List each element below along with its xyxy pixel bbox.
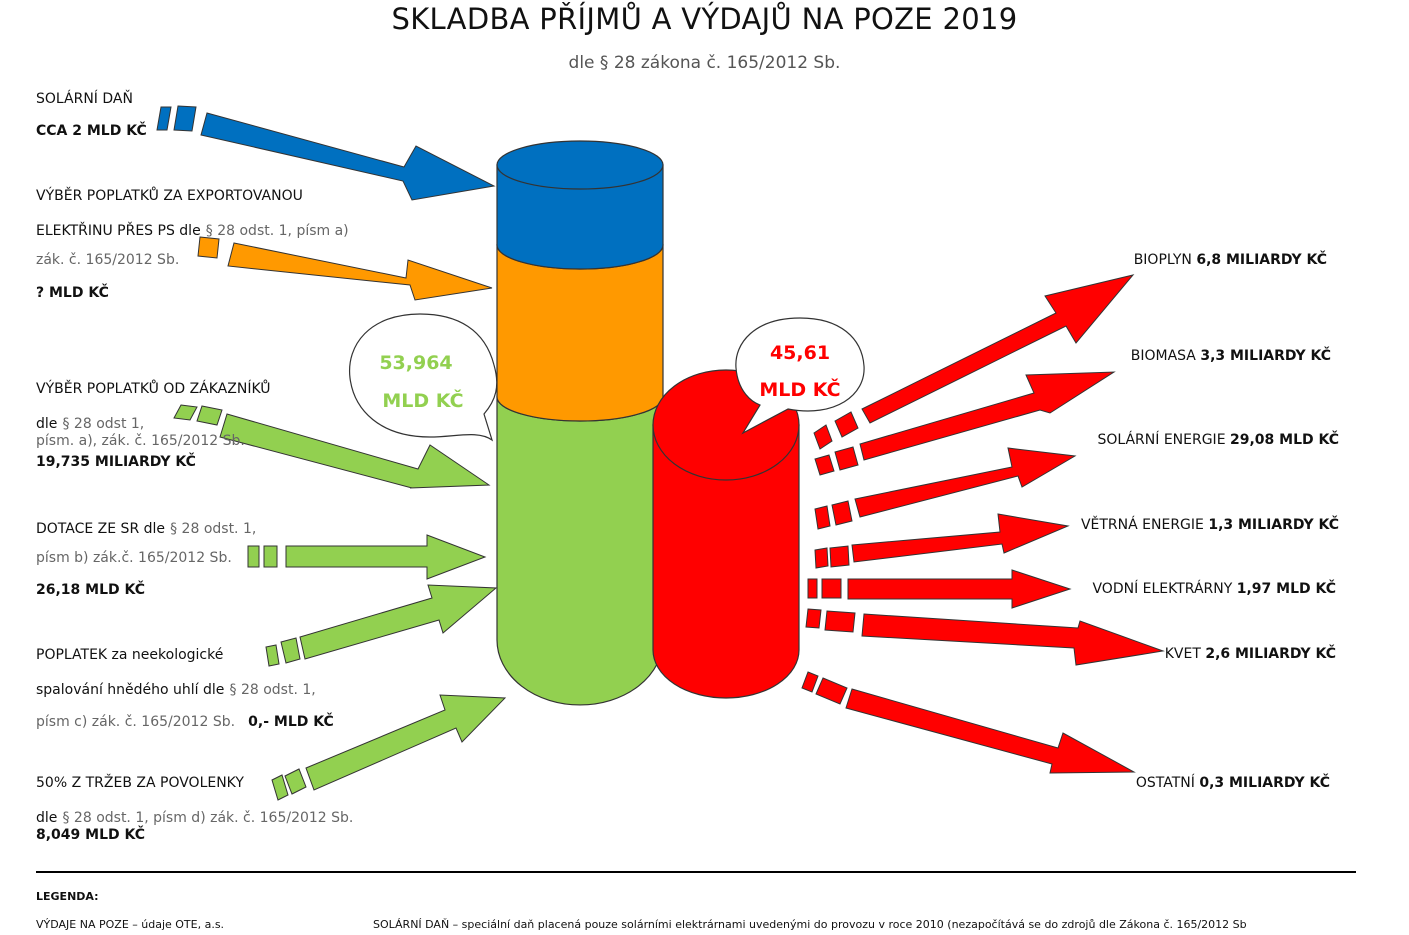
expense-label-bioplyn: BIOPLYN 6,8 MILIARDY KČ bbox=[1134, 252, 1327, 268]
export-amount: ? MLD KČ bbox=[36, 285, 109, 301]
customers-amount: 19,735 MILIARDY KČ bbox=[36, 454, 196, 470]
allowances-dle: dle bbox=[36, 810, 58, 826]
income-arrow-export bbox=[197, 236, 493, 301]
expense-amount: 6,8 MILIARDY KČ bbox=[1196, 252, 1327, 268]
coal-label-line1: POPLATEK za neekologické bbox=[36, 647, 224, 663]
expense-amount: 29,08 MLD KČ bbox=[1230, 432, 1339, 448]
expense-label-hydro: VODNÍ ELEKTRÁRNY 1,97 MLD KČ bbox=[1092, 581, 1336, 597]
expense-amount: 2,6 MILIARDY KČ bbox=[1205, 646, 1336, 662]
legend-item-expenses: VÝDAJE NA POZE – údaje OTE, a.s. bbox=[36, 918, 225, 931]
customers-label-line2: dle § 28 odst 1, bbox=[36, 413, 144, 432]
expense-name: OSTATNÍ bbox=[1135, 775, 1195, 791]
expense-amount: 0,3 MILIARDY KČ bbox=[1199, 775, 1330, 791]
expense-amount: 1,3 MILIARDY KČ bbox=[1208, 517, 1339, 533]
customers-ref: § 28 odst 1, bbox=[62, 416, 145, 432]
legend-heading: LEGENDA: bbox=[36, 890, 99, 903]
allowances-label-line1: 50% Z TRŽEB ZA POVOLENKY bbox=[36, 775, 244, 791]
expense-arrow-other bbox=[801, 671, 1136, 774]
expense-name: SOLÁRNÍ ENERGIE bbox=[1097, 432, 1226, 448]
expense-arrow-kvet bbox=[805, 608, 1165, 666]
expense-label-other: OSTATNÍ 0,3 MILIARDY KČ bbox=[1136, 775, 1330, 791]
subsidy-label-text: DOTACE ZE SR dle bbox=[36, 521, 166, 537]
expense-amount: 3,3 MILIARDY KČ bbox=[1200, 348, 1331, 364]
expense-arrow-wind bbox=[814, 513, 1070, 569]
coal-label-line3: písm c) zák. č. 165/2012 Sb. 0,- MLD KČ bbox=[36, 711, 334, 730]
coal-ref: § 28 odst. 1, bbox=[229, 682, 316, 698]
allowances-label-line2: dle § 28 odst. 1, písm d) zák. č. 165/20… bbox=[36, 807, 353, 826]
income-arrow-coal bbox=[265, 584, 498, 667]
expense-arrow-bioplyn bbox=[813, 274, 1135, 450]
income-total-bubble bbox=[348, 313, 498, 442]
export-label-line1: VÝBĚR POPLATKŮ ZA EXPORTOVANOU bbox=[36, 188, 303, 204]
export-label-line2: ELEKTŘINU PŘES PS dle § 28 odst. 1, písm… bbox=[36, 220, 349, 239]
page-subtitle: dle § 28 zákona č. 165/2012 Sb. bbox=[568, 53, 841, 73]
expense-label-biomasa: BIOMASA 3,3 MILIARDY KČ bbox=[1131, 348, 1331, 364]
export-label-law: zák. č. 165/2012 Sb. bbox=[36, 252, 180, 268]
income-total-value: 53,964 bbox=[379, 352, 453, 374]
expense-label-wind: VĚTRNÁ ENERGIE 1,3 MILIARDY KČ bbox=[1081, 517, 1339, 533]
expense-name: BIOMASA bbox=[1130, 348, 1196, 364]
expense-total-unit: MLD KČ bbox=[759, 379, 841, 401]
expense-name: BIOPLYN bbox=[1133, 252, 1192, 268]
expense-arrow-biomasa bbox=[814, 371, 1116, 476]
expense-arrow-solar bbox=[814, 447, 1077, 530]
export-label-ref: § 28 odst. 1, písm a) bbox=[205, 223, 349, 239]
coal-label-line2: spalování hnědého uhlí dle § 28 odst. 1, bbox=[36, 679, 316, 698]
income-arrow-allowances bbox=[271, 694, 507, 801]
income-arrow-subsidy bbox=[247, 534, 487, 580]
expense-cylinder bbox=[652, 369, 800, 699]
coal-label-text: spalování hnědého uhlí dle bbox=[36, 682, 225, 698]
coal-amount: 0,- MLD KČ bbox=[248, 714, 334, 730]
expense-name: KVET bbox=[1164, 646, 1201, 662]
customers-law: písm. a), zák. č. 165/2012 Sb. bbox=[36, 433, 245, 449]
allowances-amount: 8,049 MLD KČ bbox=[36, 827, 145, 843]
expense-label-solar: SOLÁRNÍ ENERGIE 29,08 MLD KČ bbox=[1097, 432, 1339, 448]
expense-total-bubble bbox=[735, 317, 865, 435]
income-arrow-customers bbox=[173, 404, 491, 489]
allowances-ref: § 28 odst. 1, písm d) zák. č. 165/2012 S… bbox=[62, 810, 354, 826]
income-total-unit: MLD KČ bbox=[382, 390, 464, 412]
subsidy-amount: 26,18 MLD KČ bbox=[36, 582, 145, 598]
expense-arrow-hydro bbox=[807, 569, 1072, 609]
income-arrow-solar-tax bbox=[156, 105, 496, 201]
export-label-text: ELEKTŘINU PŘES PS dle bbox=[36, 223, 201, 239]
legend-divider bbox=[36, 871, 1356, 873]
expense-name: VĚTRNÁ ENERGIE bbox=[1080, 517, 1204, 533]
expense-total-value: 45,61 bbox=[769, 342, 831, 364]
expense-label-kvet: KVET 2,6 MILIARDY KČ bbox=[1165, 646, 1336, 662]
subsidy-ref: § 28 odst. 1, bbox=[170, 521, 257, 537]
customers-dle: dle bbox=[36, 416, 58, 432]
coal-law: písm c) zák. č. 165/2012 Sb. bbox=[36, 714, 236, 730]
income-cylinder bbox=[496, 140, 664, 706]
subsidy-law: písm b) zák.č. 165/2012 Sb. bbox=[36, 550, 232, 566]
page-title: SKLADBA PŘÍJMŮ A VÝDAJŮ NA POZE 2019 bbox=[391, 2, 1018, 36]
legend-item-solar-tax: SOLÁRNÍ DAŇ – speciální daň placená pouz… bbox=[373, 918, 1247, 931]
customers-label-line1: VÝBĚR POPLATKŮ OD ZÁKAZNÍKŮ bbox=[36, 381, 271, 397]
solar-tax-amount: CCA 2 MLD KČ bbox=[36, 123, 147, 139]
expense-name: VODNÍ ELEKTRÁRNY bbox=[1092, 581, 1233, 597]
expense-amount: 1,97 MLD KČ bbox=[1236, 581, 1336, 597]
solar-tax-label: SOLÁRNÍ DAŇ bbox=[36, 91, 133, 107]
subsidy-label-line1: DOTACE ZE SR dle § 28 odst. 1, bbox=[36, 518, 256, 537]
